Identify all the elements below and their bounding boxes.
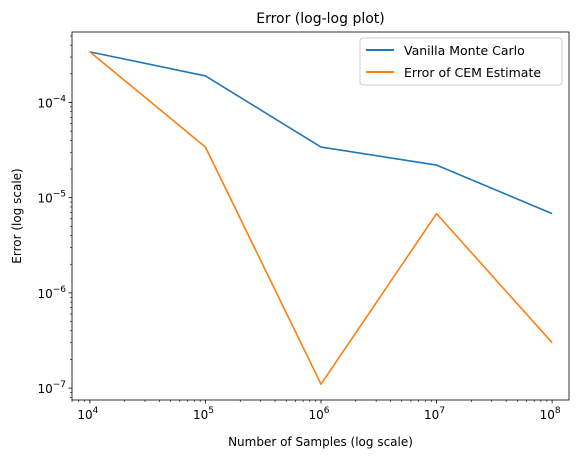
y-tick-label: 10−6 xyxy=(37,285,66,301)
plot-background xyxy=(72,32,569,400)
y-tick-label: 10−4 xyxy=(37,94,66,110)
legend-label-vanilla-monte-carlo: Vanilla Monte Carlo xyxy=(404,43,525,58)
legend-label-error-of-cem-estimate: Error of CEM Estimate xyxy=(404,65,541,80)
x-tick-label: 107 xyxy=(424,406,445,422)
x-tick-label: 105 xyxy=(193,406,214,422)
x-tick-label: 104 xyxy=(77,406,98,422)
chart-title: Error (log-log plot) xyxy=(256,11,385,27)
x-axis-label: Number of Samples (log scale) xyxy=(228,435,413,449)
legend: Vanilla Monte Carlo Error of CEM Estimat… xyxy=(360,38,562,85)
y-axis-label: Error (log scale) xyxy=(10,168,24,263)
x-tick-label: 106 xyxy=(308,406,329,422)
y-tick-label: 10−7 xyxy=(37,380,66,396)
x-tick-label: 108 xyxy=(540,406,561,422)
y-tick-label: 10−5 xyxy=(37,190,66,206)
